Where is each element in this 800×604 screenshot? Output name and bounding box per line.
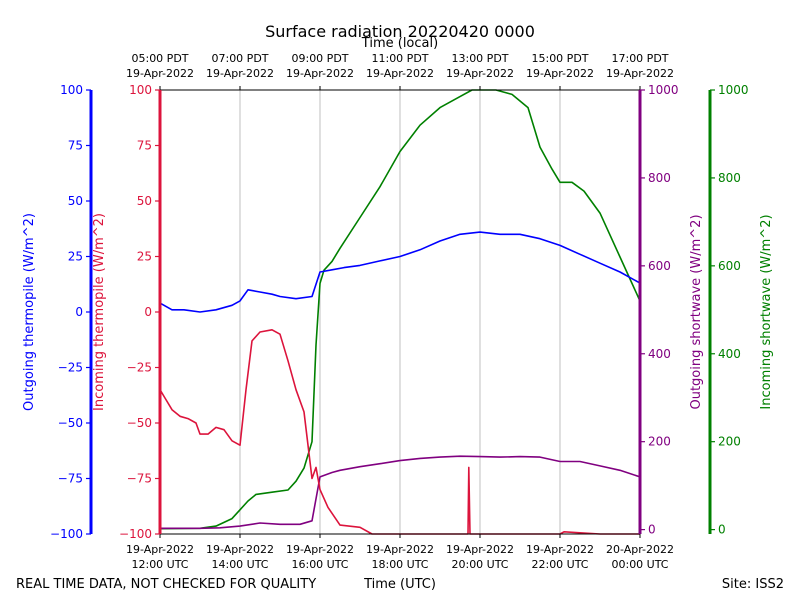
top-axis-label: Time (local) xyxy=(361,36,438,51)
y-tick-label-outgoing-thermopile: 0 xyxy=(75,305,83,319)
x-tick-label: 20:00 UTC xyxy=(451,558,508,571)
x-tick-label: 19-Apr-2022 xyxy=(446,543,514,556)
y-tick-label-outgoing-thermopile: 75 xyxy=(68,139,83,153)
top-tick-label: 07:00 PDT xyxy=(211,52,268,65)
y-tick-label-incoming-thermopile: 50 xyxy=(137,194,152,208)
top-tick-label: 19-Apr-2022 xyxy=(366,67,434,80)
top-tick-label: 19-Apr-2022 xyxy=(526,67,594,80)
footer-left: REAL TIME DATA, NOT CHECKED FOR QUALITY xyxy=(16,577,316,592)
y-tick-label-outgoing-shortwave: 600 xyxy=(648,259,671,273)
top-tick-label: 19-Apr-2022 xyxy=(126,67,194,80)
top-tick-label: 19-Apr-2022 xyxy=(206,67,274,80)
ylabel-outgoing-thermopile: Outgoing thermopile (W/m^2) xyxy=(22,213,37,411)
chart-title: Surface radiation 20220420 0000 xyxy=(265,22,535,41)
series-line-incoming-shortwave xyxy=(159,89,641,530)
x-tick-label: 19-Apr-2022 xyxy=(206,543,274,556)
x-tick-label: 18:00 UTC xyxy=(371,558,428,571)
y-tick-label-incoming-shortwave: 400 xyxy=(718,347,741,361)
y-tick-label-incoming-thermopile: −50 xyxy=(127,416,152,430)
y-tick-label-outgoing-shortwave: 1000 xyxy=(648,83,679,97)
top-tick-label: 17:00 PDT xyxy=(611,52,668,65)
footer-right: Site: ISS2 xyxy=(722,577,784,592)
x-tick-label: 19-Apr-2022 xyxy=(286,543,354,556)
y-tick-label-incoming-shortwave: 1000 xyxy=(718,83,749,97)
x-tick-label: 19-Apr-2022 xyxy=(366,543,434,556)
y-tick-label-outgoing-shortwave: 200 xyxy=(648,435,671,449)
y-tick-label-incoming-shortwave: 200 xyxy=(718,435,741,449)
y-tick-label-outgoing-thermopile: −50 xyxy=(58,416,83,430)
y-tick-label-incoming-thermopile: −25 xyxy=(127,361,152,375)
y-tick-label-outgoing-thermopile: −25 xyxy=(58,361,83,375)
series-line-outgoing-thermopile xyxy=(159,231,641,313)
x-tick-label: 19-Apr-2022 xyxy=(526,543,594,556)
x-tick-label: 20-Apr-2022 xyxy=(606,543,674,556)
x-tick-label: 16:00 UTC xyxy=(291,558,348,571)
y-tick-label-incoming-thermopile: 0 xyxy=(144,305,152,319)
y-tick-label-outgoing-thermopile: −75 xyxy=(58,472,83,486)
top-tick-label: 11:00 PDT xyxy=(371,52,428,65)
top-tick-label: 15:00 PDT xyxy=(531,52,588,65)
x-tick-label: 14:00 UTC xyxy=(211,558,268,571)
x-tick-label: 19-Apr-2022 xyxy=(126,543,194,556)
bottom-axis-label: Time (UTC) xyxy=(363,577,436,592)
y-tick-label-outgoing-shortwave: 0 xyxy=(648,523,656,537)
y-tick-label-outgoing-thermopile: −100 xyxy=(50,527,83,541)
x-tick-label: 22:00 UTC xyxy=(531,558,588,571)
y-tick-label-incoming-thermopile: 75 xyxy=(137,139,152,153)
top-tick-label: 05:00 PDT xyxy=(131,52,188,65)
y-tick-label-incoming-thermopile: 25 xyxy=(137,250,152,264)
y-tick-label-incoming-thermopile: 100 xyxy=(129,83,152,97)
top-tick-label: 19-Apr-2022 xyxy=(446,67,514,80)
ylabel-outgoing-shortwave: Outgoing shortwave (W/m^2) xyxy=(689,214,704,409)
axes-layer: 19-Apr-2022 12:00 UTC 19-Apr-2022 14:00 UTC… xyxy=(50,52,749,571)
y-tick-label-incoming-shortwave: 0 xyxy=(718,523,726,537)
y-tick-label-incoming-thermopile: −75 xyxy=(127,472,152,486)
y-tick-label-outgoing-shortwave: 400 xyxy=(648,347,671,361)
ylabel-incoming-shortwave: Incoming shortwave (W/m^2) xyxy=(759,214,774,409)
y-tick-label-outgoing-shortwave: 800 xyxy=(648,171,671,185)
y-tick-label-incoming-thermopile: −100 xyxy=(119,527,152,541)
x-tick-label: 12:00 UTC xyxy=(131,558,188,571)
x-tick-label: 00:00 UTC xyxy=(611,558,668,571)
y-tick-label-outgoing-thermopile: 100 xyxy=(60,83,83,97)
top-tick-label: 19-Apr-2022 xyxy=(286,67,354,80)
y-tick-label-outgoing-thermopile: 25 xyxy=(68,250,83,264)
y-tick-label-incoming-shortwave: 800 xyxy=(718,171,741,185)
ylabel-incoming-thermopile: Incoming thermopile (W/m^2) xyxy=(92,213,107,411)
series-line-outgoing-shortwave xyxy=(160,455,641,530)
top-tick-label: 09:00 PDT xyxy=(291,52,348,65)
y-tick-label-incoming-shortwave: 600 xyxy=(718,259,741,273)
top-tick-label: 13:00 PDT xyxy=(451,52,508,65)
grid-layer xyxy=(239,90,561,534)
y-tick-label-outgoing-thermopile: 50 xyxy=(68,194,83,208)
top-tick-label: 19-Apr-2022 xyxy=(606,67,674,80)
